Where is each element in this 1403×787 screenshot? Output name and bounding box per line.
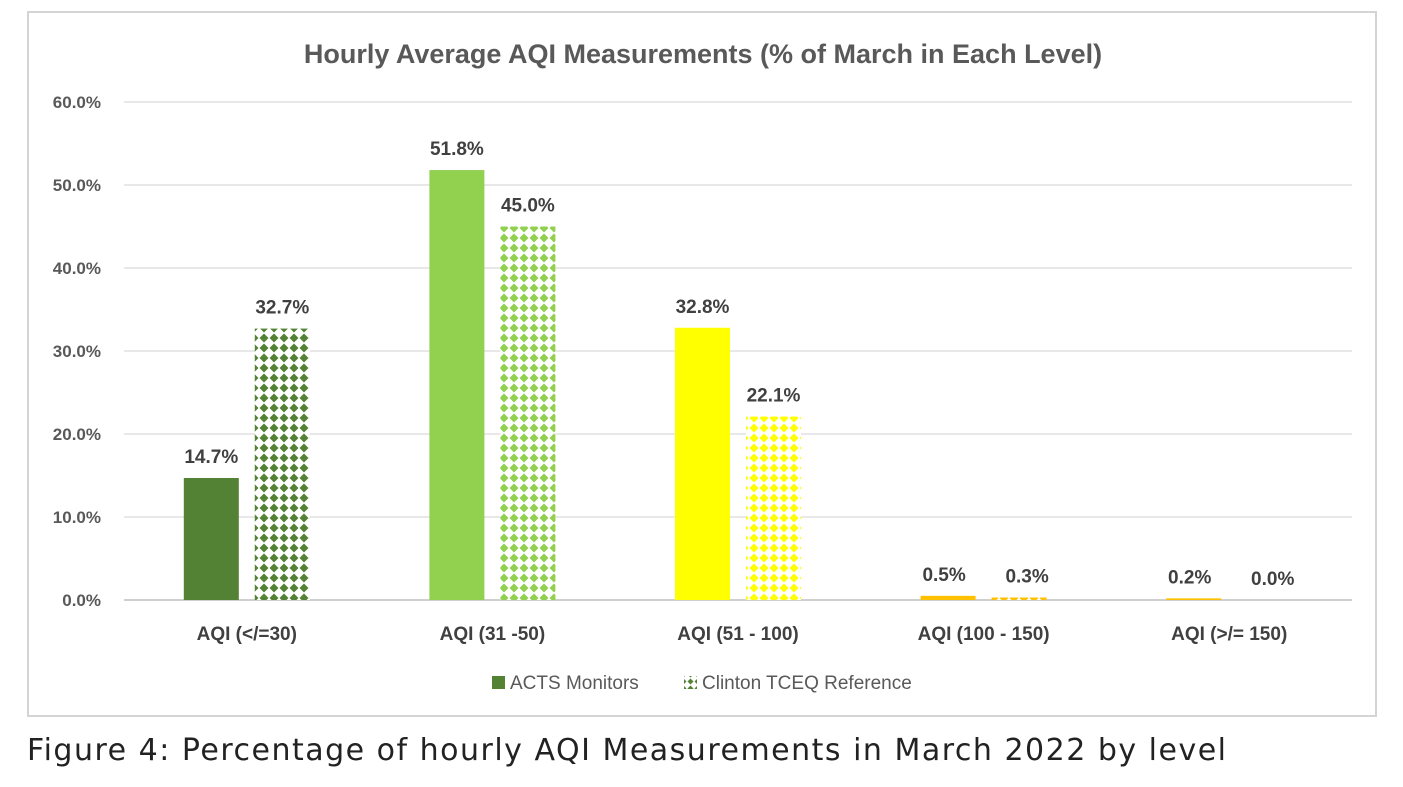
x-category-label: AQI (100 - 150) — [918, 624, 1050, 645]
bar-clinton — [991, 597, 1047, 600]
data-labels: 14.7% 32.7% 51.8% 45.0% 32.8% 22.1% 0.5% 0.3% 0.… — [184, 139, 1294, 590]
bar-acts — [183, 477, 239, 600]
data-label: 14.7% — [184, 447, 238, 468]
y-tick-label: 10.0% — [53, 508, 101, 527]
bar-acts — [429, 170, 485, 600]
x-category-label: AQI (31 -50) — [440, 624, 546, 645]
data-label: 0.2% — [1168, 567, 1211, 588]
y-axis-ticks: 0.0% 10.0% 20.0% 30.0% 40.0% 50.0% 60.0% — [53, 93, 101, 610]
bars — [183, 170, 1222, 600]
y-tick-label: 0.0% — [62, 591, 101, 610]
legend-label-acts: ACTS Monitors — [510, 673, 639, 694]
legend-label-clinton: Clinton TCEQ Reference — [702, 673, 912, 694]
bar-chart: Hourly Average AQI Measurements (% of Ma… — [53, 39, 1352, 694]
data-label: 0.5% — [922, 565, 965, 586]
bar-acts — [1166, 598, 1222, 600]
y-tick-label: 60.0% — [53, 93, 101, 112]
chart-title: Hourly Average AQI Measurements (% of Ma… — [304, 39, 1102, 69]
data-label: 0.0% — [1251, 569, 1294, 590]
x-category-label: AQI (</=30) — [197, 624, 297, 645]
bar-acts — [920, 595, 976, 600]
legend: ACTS Monitors Clinton TCEQ Reference — [492, 673, 912, 694]
data-label: 22.1% — [747, 386, 801, 407]
y-tick-label: 40.0% — [53, 259, 101, 278]
figure-caption: Figure 4: Percentage of hourly AQI Measu… — [27, 733, 1228, 768]
bar-clinton — [500, 226, 556, 600]
data-label: 0.3% — [1005, 567, 1048, 588]
legend-swatch-clinton — [684, 676, 697, 689]
chart-frame: Hourly Average AQI Measurements (% of Ma… — [27, 11, 1377, 717]
y-tick-label: 20.0% — [53, 425, 101, 444]
y-tick-label: 50.0% — [53, 176, 101, 195]
x-category-label: AQI (51 - 100) — [677, 624, 798, 645]
bar-clinton — [746, 416, 801, 600]
data-label: 32.8% — [676, 297, 730, 318]
data-label: 45.0% — [501, 196, 555, 217]
legend-swatch-acts — [492, 676, 505, 689]
x-category-label: AQI (>/= 150) — [1171, 624, 1287, 645]
bar-acts — [675, 327, 730, 600]
gridlines — [124, 101, 1352, 601]
data-label: 32.7% — [255, 298, 309, 319]
bar-clinton — [254, 328, 310, 600]
y-tick-label: 30.0% — [53, 342, 101, 361]
data-label: 51.8% — [430, 139, 484, 160]
x-axis-categories: AQI (</=30) AQI (31 -50) AQI (51 - 100) AQI… — [197, 624, 1288, 645]
